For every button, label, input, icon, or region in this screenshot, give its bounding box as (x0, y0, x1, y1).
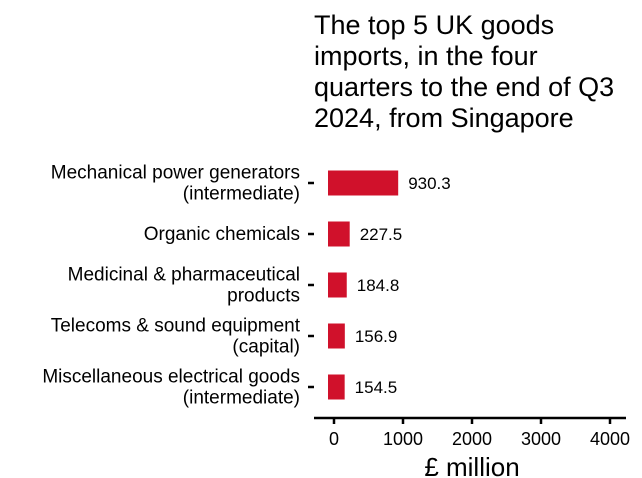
data-label: 227.5 (360, 225, 403, 244)
x-axis: 0 1000 2000 3000 4000 (314, 416, 630, 449)
x-tick-label: 0 (329, 429, 339, 449)
chart-title-line: 2024, from Singapore (314, 103, 574, 133)
chart-title-line: imports, in the four (314, 41, 538, 71)
bars-group (328, 170, 399, 400)
category-label: Mechanical power generators (51, 163, 300, 184)
value-labels: 930.3 227.5 184.8 156.9 154.5 (355, 174, 451, 397)
x-tick-label: 2000 (452, 429, 492, 449)
chart-title-line: The top 5 UK goods (314, 10, 555, 40)
x-tick-label: 1000 (383, 429, 423, 449)
category-labels: Mechanical power generators(intermediate… (42, 163, 314, 409)
bar (328, 221, 350, 247)
data-label: 156.9 (355, 327, 398, 346)
category-label: products (227, 286, 300, 307)
bar (328, 272, 347, 298)
category-label: (intermediate) (183, 388, 300, 409)
category-label: Miscellaneous electrical goods (42, 367, 300, 388)
data-label: 154.5 (355, 378, 398, 397)
bar (328, 323, 345, 349)
bar (328, 374, 345, 400)
chart-title-line: quarters to the end of Q3 (314, 72, 615, 102)
data-label: 930.3 (408, 174, 451, 193)
x-tick-label: 4000 (590, 429, 630, 449)
category-label: Organic chemicals (144, 224, 300, 245)
category-label: Medicinal & pharmaceutical (68, 265, 300, 286)
x-tick-label: 3000 (521, 429, 561, 449)
chart-title: The top 5 UK goods imports, in the four … (314, 10, 642, 134)
category-label: Telecoms & sound equipment (51, 316, 301, 337)
category-label: (intermediate) (183, 184, 300, 205)
data-label: 184.8 (357, 276, 400, 295)
x-axis-label: £ million (424, 452, 519, 478)
bar (328, 170, 399, 196)
category-label: (capital) (232, 337, 300, 358)
